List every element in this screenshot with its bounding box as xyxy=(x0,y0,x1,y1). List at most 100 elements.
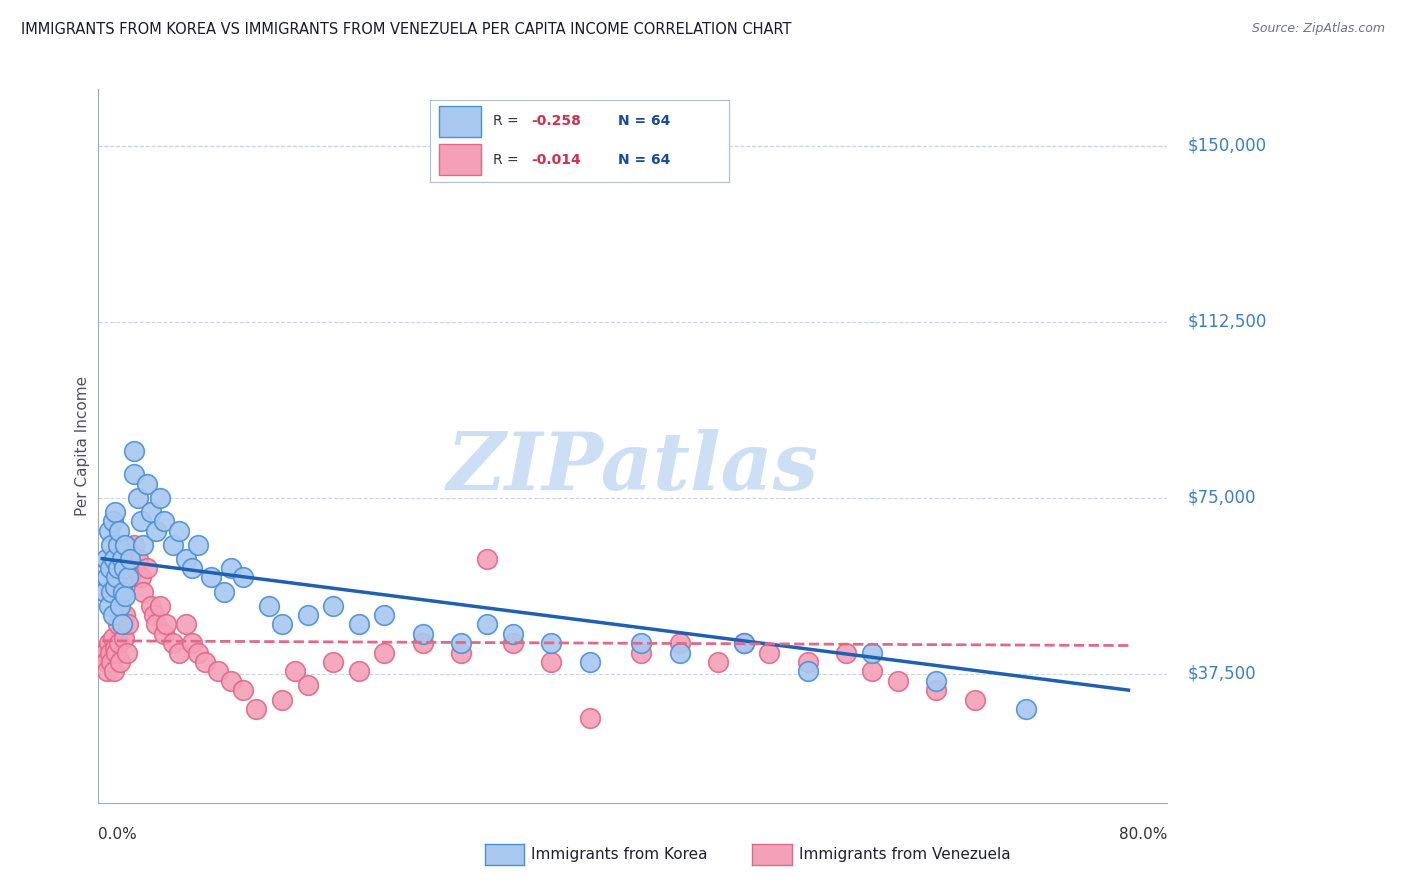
Point xyxy=(110,655,132,669)
Point xyxy=(668,636,690,650)
Point xyxy=(733,636,755,650)
Point xyxy=(104,505,127,519)
Point xyxy=(107,538,129,552)
Point xyxy=(98,646,121,660)
Point xyxy=(412,627,434,641)
Point xyxy=(257,599,280,613)
Text: Immigrants from Korea: Immigrants from Korea xyxy=(531,847,709,862)
Point xyxy=(347,617,370,632)
Point xyxy=(100,538,122,552)
Point xyxy=(758,646,780,660)
Point xyxy=(139,505,162,519)
Point xyxy=(181,636,204,650)
Point xyxy=(145,617,167,632)
Point xyxy=(105,646,128,660)
Point xyxy=(129,514,152,528)
Point xyxy=(132,584,155,599)
Point xyxy=(115,646,138,660)
Point xyxy=(668,646,690,660)
Point xyxy=(94,551,117,566)
Point xyxy=(117,617,139,632)
Y-axis label: Per Capita Income: Per Capita Income xyxy=(75,376,90,516)
Point xyxy=(149,599,172,613)
Point xyxy=(129,570,152,584)
Point xyxy=(373,646,395,660)
Point xyxy=(136,476,159,491)
Point xyxy=(630,636,652,650)
Point xyxy=(112,561,135,575)
Point xyxy=(450,646,472,660)
Point xyxy=(412,636,434,650)
Point xyxy=(860,665,883,679)
Point xyxy=(540,655,562,669)
Text: 80.0%: 80.0% xyxy=(1119,827,1167,841)
Point xyxy=(100,655,122,669)
Point xyxy=(162,538,184,552)
Point xyxy=(105,570,128,584)
Point xyxy=(114,538,136,552)
Point xyxy=(96,665,118,679)
Point xyxy=(245,702,267,716)
Point xyxy=(181,561,204,575)
Point xyxy=(98,561,121,575)
Text: $150,000: $150,000 xyxy=(1188,136,1267,154)
Text: $37,500: $37,500 xyxy=(1188,665,1257,682)
Point xyxy=(232,683,254,698)
Point xyxy=(212,584,235,599)
Point xyxy=(174,617,197,632)
Point xyxy=(107,561,129,575)
Point xyxy=(860,646,883,660)
Point xyxy=(124,538,146,552)
Point xyxy=(630,646,652,660)
Point xyxy=(110,551,132,566)
Point xyxy=(149,491,172,505)
Point xyxy=(155,617,177,632)
Point xyxy=(162,636,184,650)
Point xyxy=(153,514,176,528)
Point xyxy=(103,551,125,566)
Point xyxy=(111,584,134,599)
Point xyxy=(1015,702,1038,716)
Point xyxy=(97,599,120,613)
Text: Source: ZipAtlas.com: Source: ZipAtlas.com xyxy=(1251,22,1385,36)
Point xyxy=(270,692,292,706)
Point xyxy=(127,551,149,566)
Point xyxy=(100,584,122,599)
Point xyxy=(112,632,135,646)
Text: Immigrants from Venezuela: Immigrants from Venezuela xyxy=(799,847,1011,862)
Point xyxy=(111,561,134,575)
Point xyxy=(101,607,124,622)
Point xyxy=(187,646,209,660)
Point xyxy=(94,646,117,660)
Point xyxy=(94,584,117,599)
Point xyxy=(707,655,730,669)
Point xyxy=(797,655,820,669)
Point xyxy=(347,665,370,679)
Point xyxy=(200,570,222,584)
Point xyxy=(94,655,117,669)
Point xyxy=(174,551,197,566)
Point xyxy=(450,636,472,650)
Point xyxy=(97,524,120,538)
Text: $112,500: $112,500 xyxy=(1188,312,1267,331)
Point xyxy=(502,627,524,641)
Point xyxy=(578,711,600,725)
Text: $75,000: $75,000 xyxy=(1188,489,1257,507)
Point xyxy=(110,584,132,599)
Point xyxy=(297,607,319,622)
Point xyxy=(886,673,908,688)
Point xyxy=(114,589,136,603)
Point xyxy=(232,570,254,584)
Point xyxy=(97,636,120,650)
Point xyxy=(124,443,146,458)
Point xyxy=(101,514,124,528)
Point xyxy=(207,665,229,679)
Point xyxy=(108,636,131,650)
Point xyxy=(797,665,820,679)
Point xyxy=(219,561,242,575)
Point xyxy=(145,524,167,538)
Point xyxy=(963,692,986,706)
Point xyxy=(110,617,132,632)
Point xyxy=(104,640,127,655)
Point xyxy=(925,683,948,698)
